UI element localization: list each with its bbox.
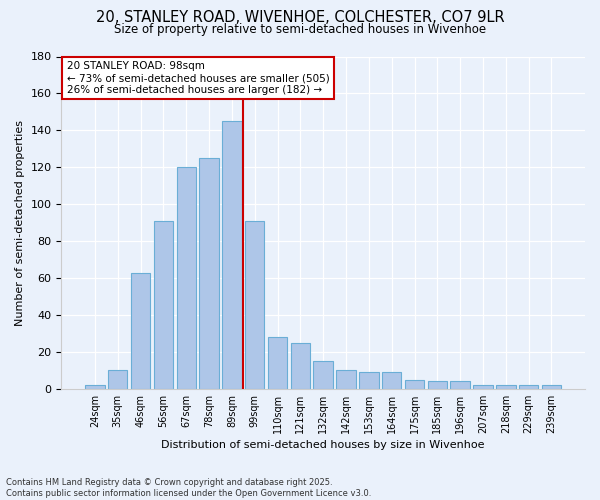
Y-axis label: Number of semi-detached properties: Number of semi-detached properties [15, 120, 25, 326]
Bar [222, 121, 242, 389]
Bar [382, 372, 401, 389]
Bar [131, 272, 150, 389]
Text: 20 STANLEY ROAD: 98sqm
← 73% of semi-detached houses are smaller (505)
26% of se: 20 STANLEY ROAD: 98sqm ← 73% of semi-det… [67, 62, 329, 94]
Bar [337, 370, 356, 389]
Bar [496, 385, 515, 389]
Bar [108, 370, 127, 389]
Bar [199, 158, 219, 389]
Bar [245, 221, 265, 389]
Bar [451, 382, 470, 389]
Bar [473, 385, 493, 389]
Bar [85, 385, 104, 389]
Bar [359, 372, 379, 389]
Bar [268, 337, 287, 389]
Bar [519, 385, 538, 389]
Bar [176, 168, 196, 389]
Text: Contains HM Land Registry data © Crown copyright and database right 2025.
Contai: Contains HM Land Registry data © Crown c… [6, 478, 371, 498]
Bar [542, 385, 561, 389]
Bar [428, 382, 447, 389]
Bar [313, 361, 333, 389]
X-axis label: Distribution of semi-detached houses by size in Wivenhoe: Distribution of semi-detached houses by … [161, 440, 485, 450]
Text: Size of property relative to semi-detached houses in Wivenhoe: Size of property relative to semi-detach… [114, 22, 486, 36]
Bar [290, 342, 310, 389]
Bar [154, 221, 173, 389]
Bar [405, 380, 424, 389]
Text: 20, STANLEY ROAD, WIVENHOE, COLCHESTER, CO7 9LR: 20, STANLEY ROAD, WIVENHOE, COLCHESTER, … [95, 10, 505, 25]
